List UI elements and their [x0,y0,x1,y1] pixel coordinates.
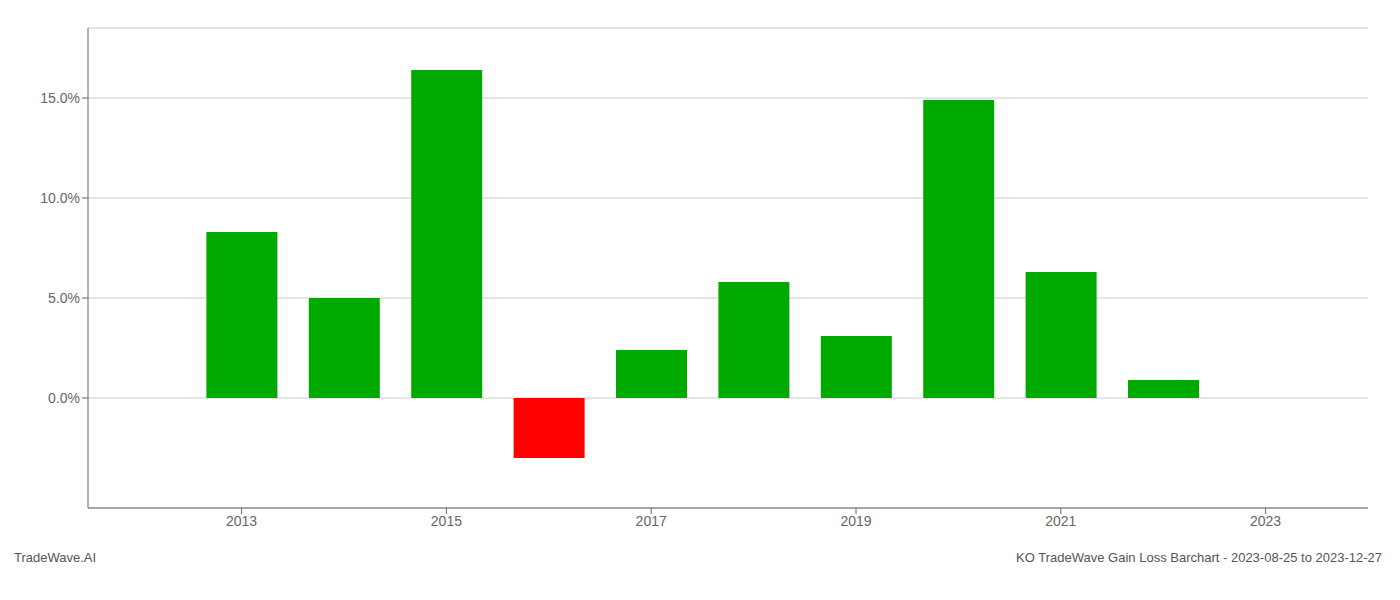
svg-text:2013: 2013 [226,513,257,529]
svg-text:2023: 2023 [1250,513,1281,529]
svg-text:2019: 2019 [840,513,871,529]
html-text:TradeWave.AI: TradeWave.AI [14,550,97,565]
html-text:KO TradeWave Gain Loss Barchar: KO TradeWave Gain Loss Barchart - 2023-0… [1016,550,1382,565]
svg-text:2017: 2017 [636,513,667,529]
svg-text:2015: 2015 [431,513,462,529]
svg-text:10.0%: 10.0% [40,190,80,206]
svg-text:15.0%: 15.0% [40,90,80,106]
svg-text:5.0%: 5.0% [48,290,80,306]
svg-text:0.0%: 0.0% [48,390,80,406]
svg-text:2021: 2021 [1045,513,1076,529]
